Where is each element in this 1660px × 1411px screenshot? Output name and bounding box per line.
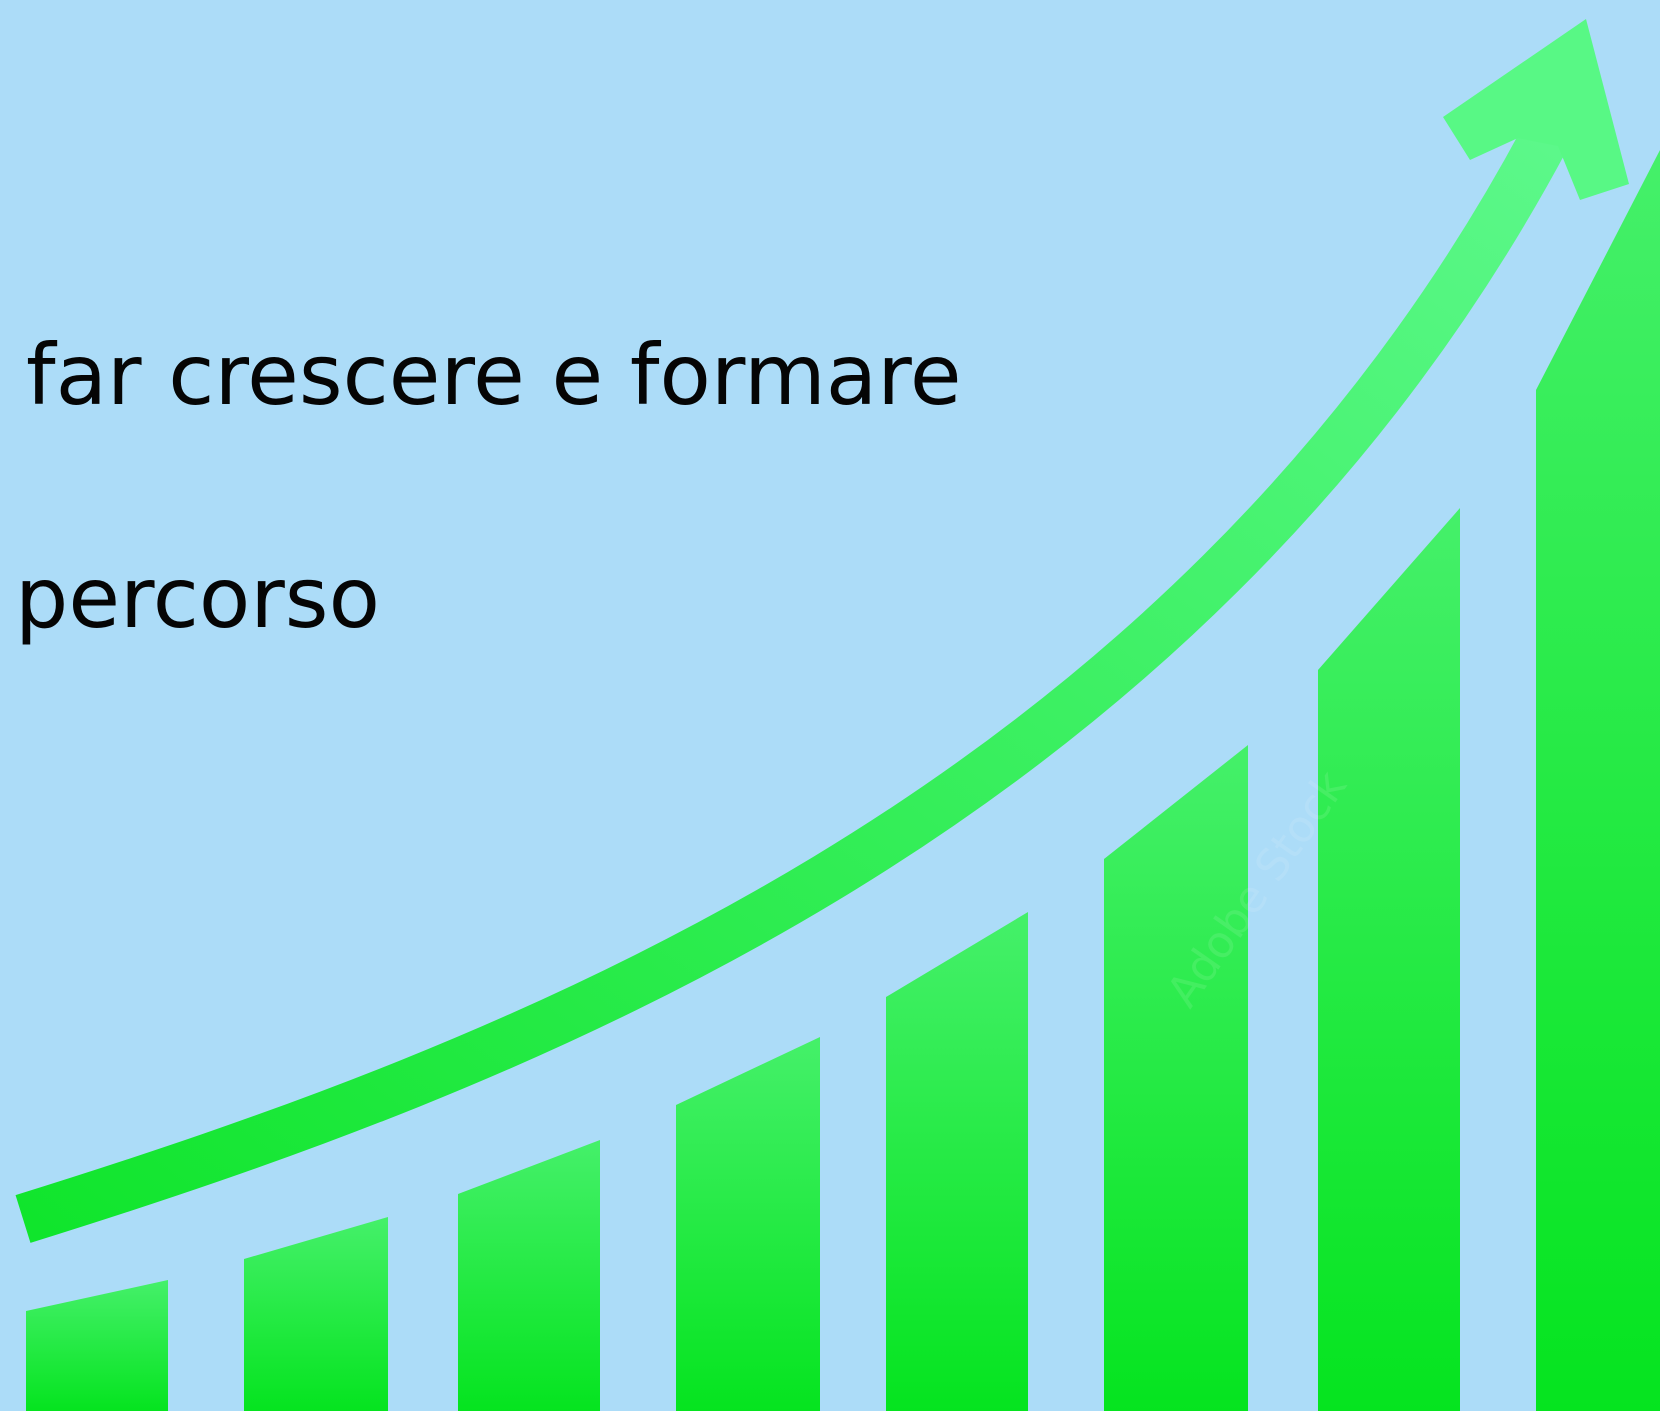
bar-8: [1536, 150, 1660, 1411]
bar-4: [676, 1037, 820, 1411]
slide-text-line-1: far crescere e formare: [26, 325, 962, 425]
bar-5: [886, 912, 1028, 1411]
bar-1: [26, 1280, 168, 1411]
bar-6: [1104, 745, 1248, 1411]
bar-3: [458, 1140, 600, 1411]
slide-text-line-2: percorso: [15, 548, 380, 648]
bar-7: [1318, 508, 1460, 1411]
bar-2: [244, 1217, 388, 1411]
